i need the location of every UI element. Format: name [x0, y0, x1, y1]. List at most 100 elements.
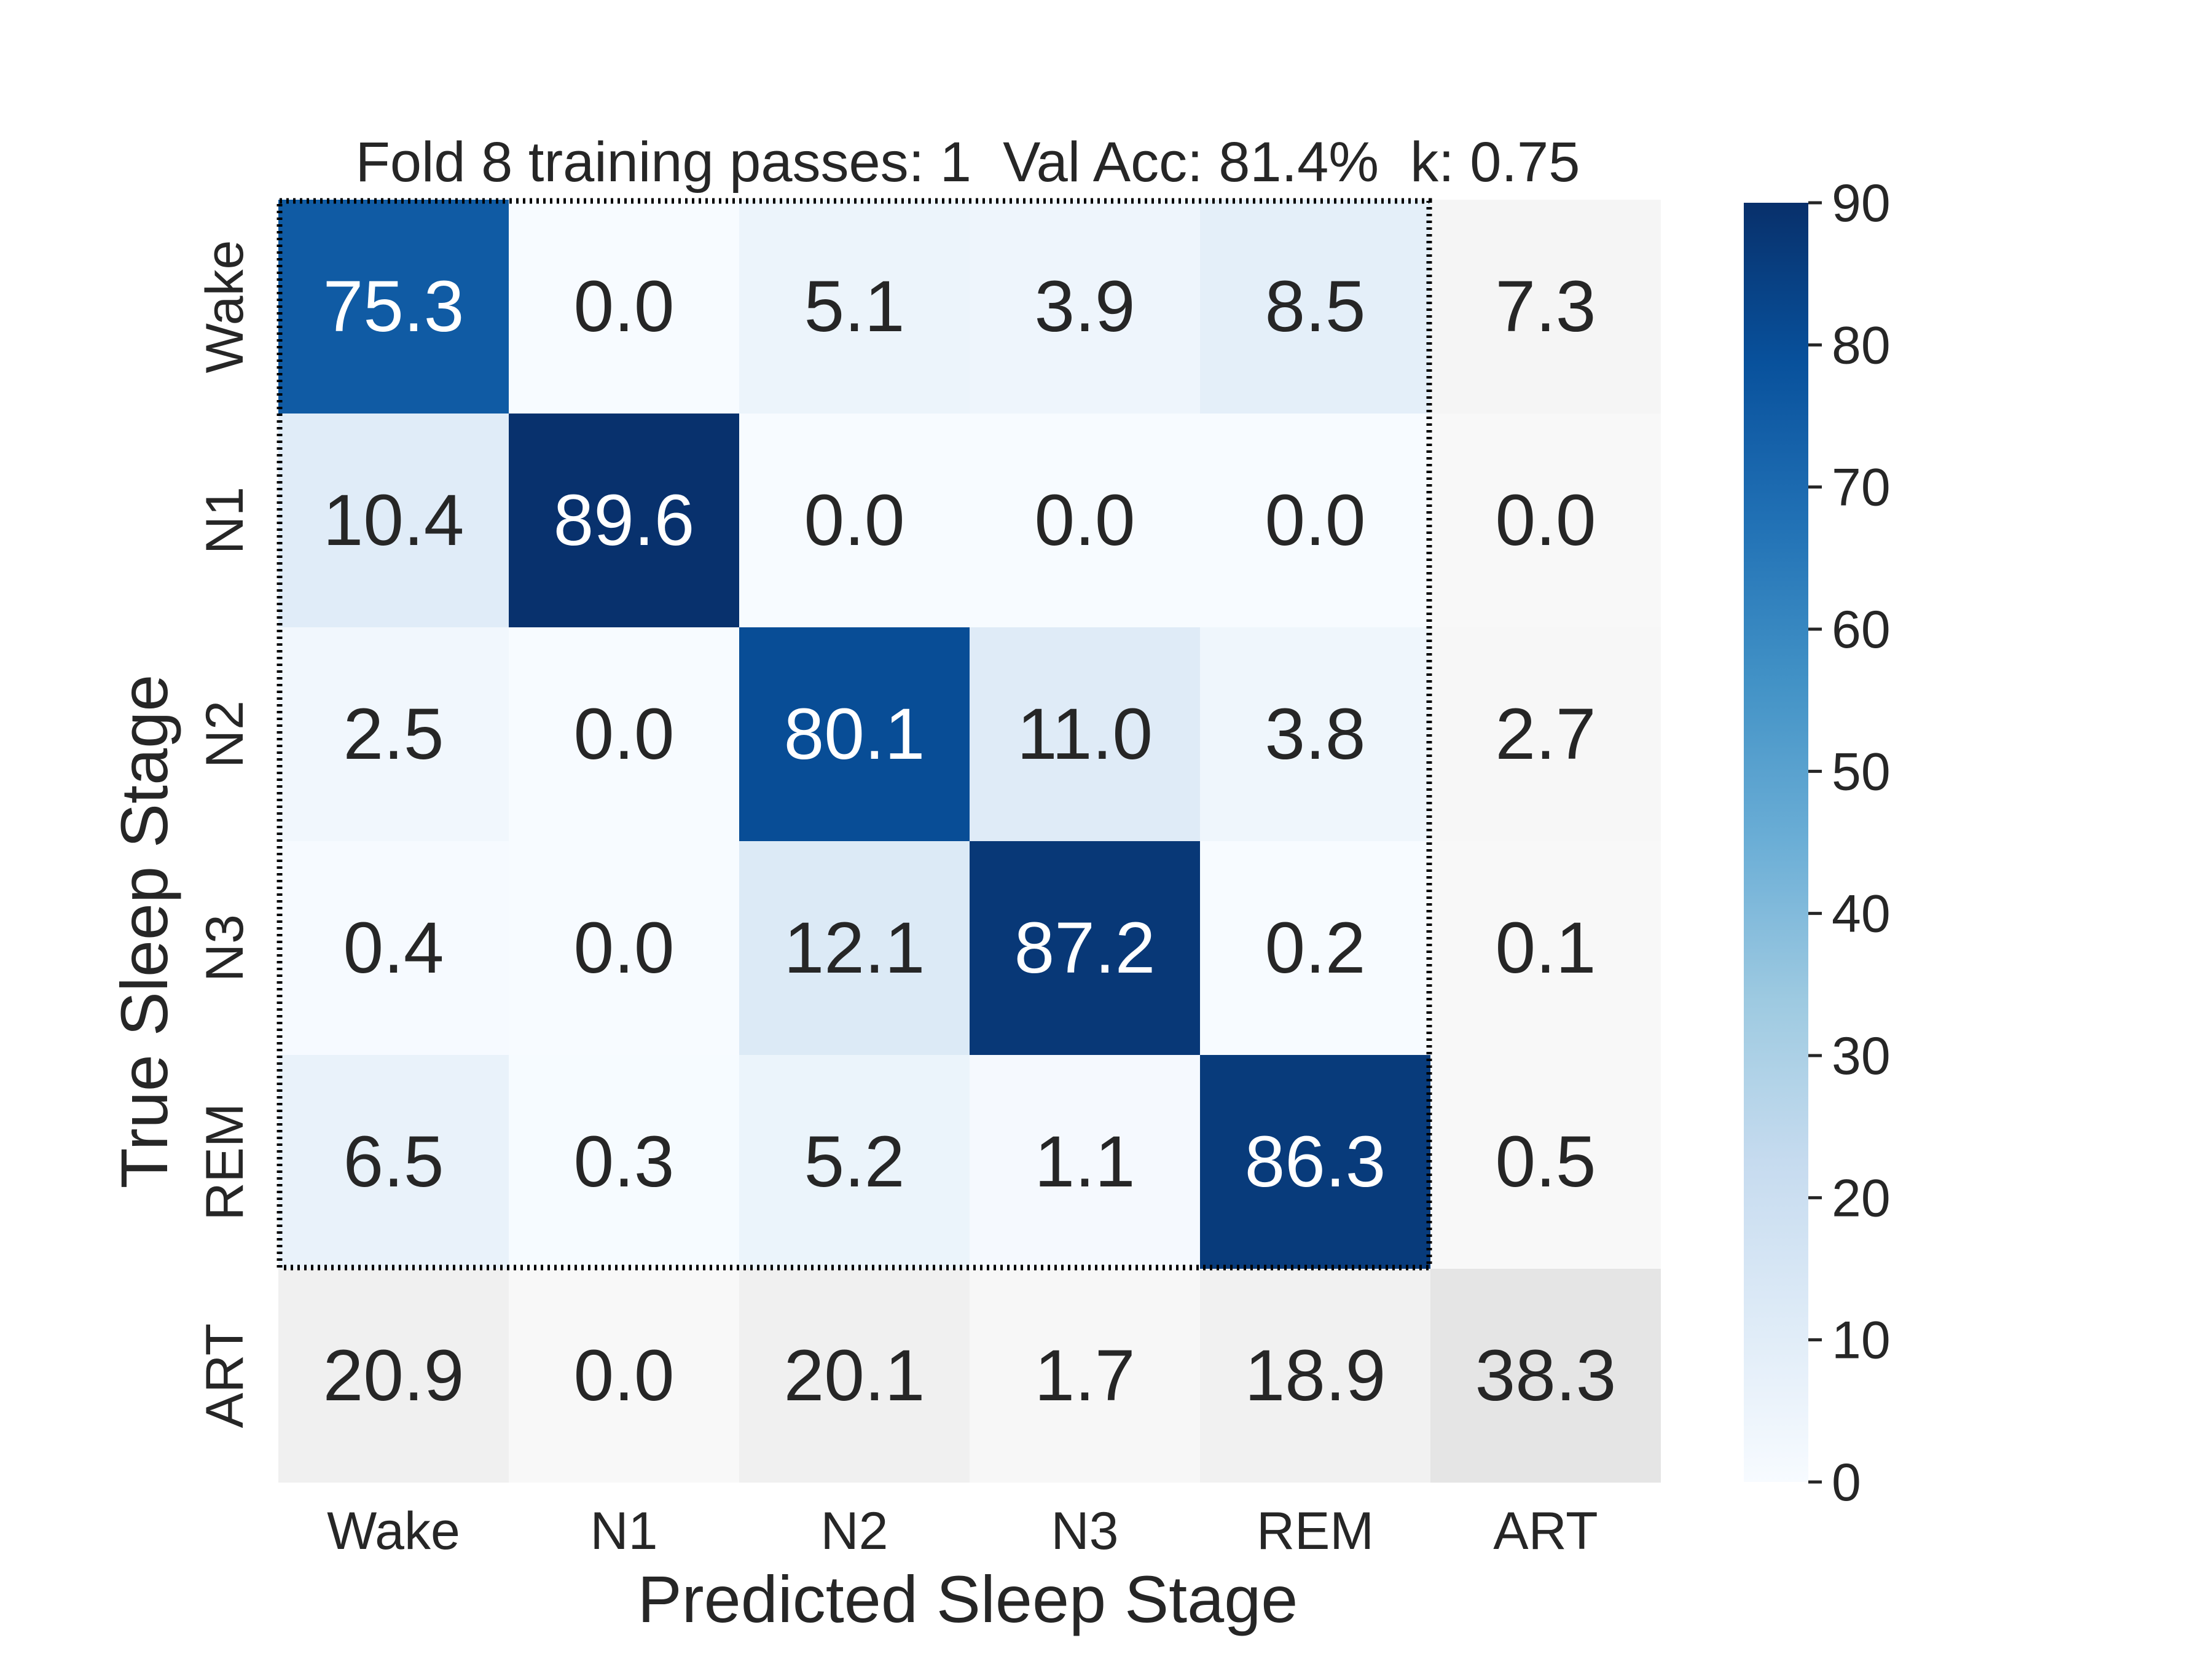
heatmap-cell-wake-n3	[970, 200, 1200, 414]
colorbar: 0 10 20 30 40 50 60 70 80 90	[1744, 174, 1891, 1512]
cell-value-art-n2: 20.1	[784, 1335, 925, 1416]
cell-value-art-rem: 18.9	[1245, 1335, 1386, 1416]
cell-value-n3-n3: 87.2	[1014, 907, 1156, 989]
colorbar-tick-label-80: 80	[1832, 316, 1891, 375]
cell-value-n3-rem: 0.2	[1265, 907, 1365, 989]
colorbar-tick-label-40: 40	[1832, 885, 1891, 944]
cell-value-wake-wake: 75.3	[323, 266, 465, 347]
cell-value-n2-n1: 0.0	[573, 694, 674, 775]
heatmap-cell-n1-n2	[739, 414, 970, 627]
cell-value-wake-n2: 5.1	[804, 266, 904, 347]
cell-value-rem-n2: 5.2	[804, 1121, 904, 1202]
y-tick-n2: N2	[195, 700, 254, 768]
colorbar-tick-label-0: 0	[1832, 1453, 1861, 1512]
y-tick-rem: REM	[195, 1103, 254, 1220]
heatmap-cell-n2-art	[1430, 627, 1661, 841]
cell-value-wake-n1: 0.0	[573, 266, 674, 347]
colorbar-tick-label-60: 60	[1832, 600, 1891, 659]
heatmap-cell-rem-n1	[509, 1055, 739, 1269]
heatmap-cell-art-wake	[278, 1269, 509, 1483]
cell-value-wake-rem: 8.5	[1265, 266, 1365, 347]
cell-value-art-n1: 0.0	[573, 1335, 674, 1416]
colorbar-tick-label-50: 50	[1832, 742, 1891, 801]
heatmap-annotations: 75.3 0.0 5.1 3.9 8.5 7.3 10.4 89.6 0.0 0.0 0.0 0.0 2…	[323, 266, 1617, 1416]
heatmap-cell-art-n2	[739, 1269, 970, 1483]
heatmap-cell-rem-n2	[739, 1055, 970, 1269]
x-tick-n3: N3	[1051, 1502, 1119, 1561]
x-tick-wake: Wake	[327, 1502, 460, 1561]
y-tick-art: ART	[195, 1323, 254, 1428]
x-tick-rem: REM	[1257, 1502, 1374, 1561]
heatmap-cell-rem-art	[1430, 1055, 1661, 1269]
y-axis-label: True Sleep Stage	[107, 675, 181, 1189]
heatmap-cell-wake-n1	[509, 200, 739, 414]
highlight-box	[276, 198, 1432, 1271]
heatmap-cell-rem-wake	[278, 1055, 509, 1269]
heatmap-cell-n2-n3	[970, 627, 1200, 841]
heatmap-cells	[278, 200, 1661, 1483]
colorbar-gradient	[1744, 203, 1808, 1482]
heatmap-cell-n1-n1	[509, 414, 739, 627]
cell-value-n2-n3: 11.0	[1017, 694, 1153, 775]
cell-value-n3-n2: 12.1	[784, 907, 925, 989]
heatmap-cell-n3-n2	[739, 841, 970, 1055]
heatmap-cell-n2-n1	[509, 627, 739, 841]
heatmap-cell-art-art	[1430, 1269, 1661, 1483]
chart-title: Fold 8 training passes: 1 Val Acc: 81.4%…	[356, 131, 1580, 194]
x-tick-n2: N2	[821, 1502, 888, 1561]
cell-value-n2-rem: 3.8	[1265, 694, 1365, 775]
cell-value-n2-n2: 80.1	[784, 694, 925, 775]
cell-value-art-wake: 20.9	[323, 1335, 465, 1416]
colorbar-tick-label-70: 70	[1832, 458, 1891, 517]
y-tick-n1: N1	[195, 487, 254, 554]
colorbar-tick-label-10: 10	[1832, 1311, 1891, 1370]
cell-value-n3-art: 0.1	[1495, 907, 1596, 989]
cell-value-rem-art: 0.5	[1495, 1121, 1596, 1202]
cell-value-wake-n3: 3.9	[1034, 266, 1135, 347]
heatmap-cell-wake-art	[1430, 200, 1661, 414]
heatmap-cell-art-n1	[509, 1269, 739, 1483]
cell-value-art-art: 38.3	[1475, 1335, 1617, 1416]
heatmap-cell-n1-art	[1430, 414, 1661, 627]
heatmap-cell-n2-rem	[1200, 627, 1430, 841]
heatmap-cell-n1-rem	[1200, 414, 1430, 627]
colorbar-ticks: 0 10 20 30 40 50 60 70 80 90	[1808, 174, 1891, 1512]
colorbar-tick-label-30: 30	[1832, 1027, 1891, 1086]
heatmap-cell-n1-wake	[278, 414, 509, 627]
heatmap-cell-n3-n1	[509, 841, 739, 1055]
heatmap-cell-art-n3	[970, 1269, 1200, 1483]
colorbar-tick-label-20: 20	[1832, 1169, 1891, 1228]
cell-value-n1-art: 0.0	[1495, 480, 1596, 561]
heatmap-cell-wake-wake	[278, 200, 509, 414]
cell-value-art-n3: 1.7	[1034, 1335, 1135, 1416]
cell-value-rem-rem: 86.3	[1245, 1121, 1386, 1202]
cell-value-n3-wake: 0.4	[343, 907, 444, 989]
x-axis-label: Predicted Sleep Stage	[638, 1562, 1298, 1636]
cell-value-rem-n1: 0.3	[573, 1121, 674, 1202]
cell-value-n2-wake: 2.5	[343, 694, 444, 775]
x-tick-labels: Wake N1 N2 N3 REM ART	[327, 1502, 1598, 1561]
cell-value-n1-n3: 0.0	[1034, 480, 1135, 561]
cell-value-rem-n3: 1.1	[1034, 1121, 1135, 1202]
cell-value-n3-n1: 0.0	[573, 907, 674, 989]
cell-value-rem-wake: 6.5	[343, 1121, 444, 1202]
heatmap-cell-n3-art	[1430, 841, 1661, 1055]
heatmap-cell-rem-rem	[1200, 1055, 1430, 1269]
cell-value-n2-art: 2.7	[1495, 694, 1596, 775]
heatmap-cell-n2-n2	[739, 627, 970, 841]
y-tick-n3: N3	[195, 914, 254, 982]
cell-value-n1-rem: 0.0	[1265, 480, 1365, 561]
cell-value-n1-n1: 89.6	[554, 480, 695, 561]
heatmap-cell-n3-n3	[970, 841, 1200, 1055]
heatmap-cell-wake-rem	[1200, 200, 1430, 414]
heatmap-cell-n3-wake	[278, 841, 509, 1055]
heatmap-cell-rem-n3	[970, 1055, 1200, 1269]
heatmap-cell-n1-n3	[970, 414, 1200, 627]
x-tick-n1: N1	[590, 1502, 658, 1561]
heatmap-cell-wake-n2	[739, 200, 970, 414]
x-tick-art: ART	[1493, 1502, 1598, 1561]
heatmap-cell-n2-wake	[278, 627, 509, 841]
colorbar-tick-label-90: 90	[1832, 174, 1891, 233]
